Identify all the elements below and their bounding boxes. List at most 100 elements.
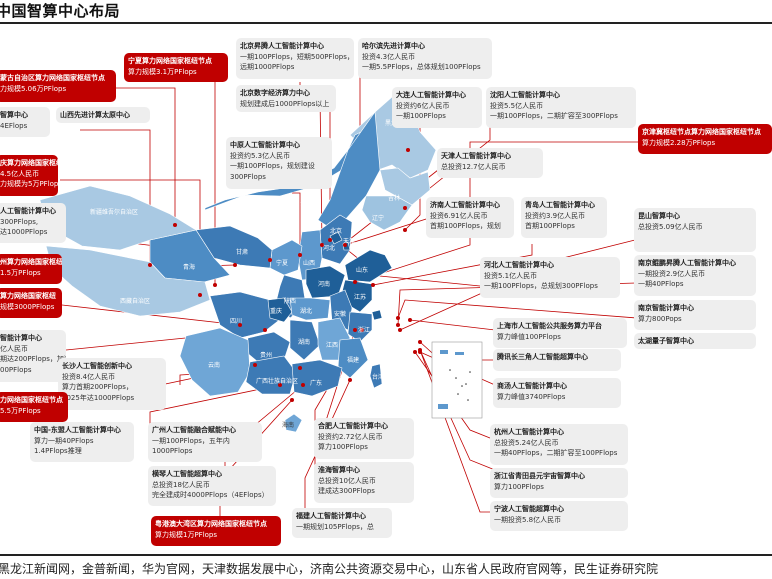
page-title: 中国智算中心布局 [0, 2, 121, 20]
callout-title: 昆山智算中心 [638, 212, 680, 220]
callout-line: 算力100PFlops [318, 443, 368, 451]
province-label: 吉林 [388, 195, 401, 202]
callout-line: 投资4.3亿人民币 [362, 52, 416, 61]
province-label: 四川 [230, 318, 243, 325]
callout-title: 合肥人工智能计算中心 [318, 422, 388, 430]
callout-title: 福建人工智能计算中心 [296, 512, 366, 520]
callout-box: 中国-东盟人工智能计算中心 算力一期40PFlops 1.4PFlops推理 [30, 422, 134, 462]
callout-line: 一期100PFlops，规划建设 [230, 162, 315, 170]
callout-line: 2025年达1000PFlops [62, 393, 135, 402]
callout-title: 浙江省青田县元宇宙智算中心 [494, 472, 585, 480]
callout-line: 算力首期200PFlops， [62, 383, 133, 391]
province-label: 辽宁 [372, 215, 385, 222]
callout-line: 建成达300PFlops [318, 487, 375, 495]
callout-box: 哈尔滨先进计算中心 投资4.3亿人民币 一期5.5PFlops，总体规划100P… [358, 38, 492, 79]
callout-title: 中原人工智能计算中心 [230, 141, 300, 149]
source-divider [0, 554, 772, 556]
province-label: 山东 [356, 267, 369, 274]
callout-title: 北京昇腾人工智能计算中心 [240, 42, 324, 50]
callout-title: 算力网络国家枢纽 [0, 292, 56, 300]
callout-title: 智能计算中心 [0, 334, 42, 342]
callout-line: 首期100PFlops [525, 222, 575, 230]
callout-title: 宁夏算力网络国家枢纽节点 [128, 57, 212, 65]
callout-box: 长沙人工智能创新中心 投资8.4亿人民币 算力首期200PFlops， 2025… [58, 358, 166, 410]
callout-line: 一期100PFlops，总规划300PFlops [484, 282, 598, 290]
callout-box: 智能计算中心 亿人民币 期达200PFlops，加速 00PFlops [0, 330, 66, 382]
callout-title: 商汤人工智能计算中心 [497, 382, 567, 390]
callout-title: 力网络国家枢纽节点 [0, 396, 63, 404]
callout-title: 宁波人工智能超算中心 [494, 505, 564, 513]
callout-line: 规划建成后1000PFlops以上 [240, 99, 330, 108]
callout-title: 粤港澳大湾区算力网络国家枢纽节点 [155, 520, 267, 528]
callout-title: 智算中心 [0, 111, 28, 119]
province-label: 台湾 [372, 374, 385, 381]
callout-box: 淮海智算中心 总投资10亿人民币 建成达300PFlops [314, 462, 414, 503]
callout-line: 投资5.1亿人民币 [484, 271, 538, 280]
callout-line: 一期100PFlops，短期500PFlops， [240, 52, 354, 61]
province-label: 江西 [326, 342, 339, 349]
callout-line: 300PFlops [230, 172, 266, 181]
callout-line: 1.4PFlops推理 [34, 447, 82, 455]
callout-title: 北京数字经济算力中心 [240, 89, 310, 97]
callout-box: 杭州人工智能计算中心 总投资5.24亿人民币 一期40PFlops，二期扩容至1… [490, 424, 628, 465]
callout-line: 投资6.91亿人民币 [430, 211, 488, 220]
callout-box: 沈阳人工智能计算中心 投资5.5亿人民币 一期100PFlops，二期扩容至30… [486, 87, 636, 128]
callout-line: 一期5.5PFlops，总体规划100PFlops [362, 63, 481, 71]
callout-box: 大连人工智能计算中心 投资约6亿人民币 一期100PFlops [392, 87, 482, 128]
callout-line: 一期40PFlops [638, 280, 684, 288]
province-label: 福建 [347, 357, 360, 364]
province-label: 安徽 [334, 311, 347, 318]
callout-line: 算力峰值3740PFlops [497, 392, 566, 401]
province-label: 浙江 [358, 327, 371, 334]
callout-box: 天津人工智能计算中心 总投资12.7亿人民币 [437, 148, 543, 178]
callout-title: 人工智能计算中心 [0, 207, 56, 215]
callout-title: 南京鲲鹏昇腾人工智能计算中心 [638, 259, 736, 267]
callout-line: 00PFlops [0, 365, 32, 374]
callout-line: 力规模5.06万PFlops [0, 84, 67, 93]
province-label: 内蒙古自治区 [276, 201, 313, 208]
province-label: 河北 [323, 245, 336, 252]
callout-title: 哈尔滨先进计算中心 [362, 42, 425, 50]
province-label: 湖南 [298, 339, 311, 346]
callout-box: 宁夏算力网络国家枢纽节点 算力规模3.1万PFlops [124, 53, 228, 82]
callout-title: 济南人工智能计算中心 [430, 201, 500, 209]
callout-line: 算力峰值100PFlops [497, 332, 561, 341]
callout-line: 1000PFlops [152, 447, 193, 455]
callout-line: 投资约3.9亿人民币 [525, 211, 586, 220]
callout-line: 一期100PFlops [396, 112, 446, 120]
callout-line: 总投资12.7亿人民币 [441, 162, 506, 171]
province-label: 重庆 [270, 308, 283, 315]
province-label: 山西 [303, 260, 316, 267]
callout-box: 青岛人工智能计算中心 投资约3.9亿人民币 首期100PFlops [521, 197, 607, 238]
callout-line: 算力100PFlops [494, 482, 544, 491]
callout-box: 昆山智算中心 总投资5.09亿人民币 [634, 208, 756, 252]
callout-line: 算力规模1万PFlops [155, 530, 218, 539]
callout-line: 力规模为5万PFlops [0, 180, 58, 188]
callout-title: 天津人工智能计算中心 [441, 152, 511, 160]
province-label: 北京 [330, 228, 343, 235]
callout-line: 完全建成时4000PFlops（4EFlops） [152, 491, 269, 499]
callout-title: 庆算力网络国家枢纽节点 [0, 159, 58, 167]
callout-box: 广州人工智能融合赋能中心 一期100PFlops，五年内 1000PFlops [148, 422, 262, 462]
callout-box: 庆算力网络国家枢纽节点 4.5亿人民币 力规模为5万PFlops [0, 155, 58, 196]
province-label: 河南 [318, 281, 331, 288]
callout-box: 粤港澳大湾区算力网络国家枢纽节点 算力规模1万PFlops [151, 516, 281, 546]
callout-box: 浙江省青田县元宇宙智算中心 算力100PFlops [490, 468, 628, 498]
province-label: 广东 [310, 380, 323, 387]
callout-box: 福建人工智能计算中心 一期规划105PFlops，总 [292, 508, 392, 538]
callout-line: 1.5万PFlops [0, 268, 41, 277]
province-label: 陕西 [284, 298, 297, 305]
callout-title: 州算力网络国家枢纽节点 [0, 258, 62, 266]
callout-line: 总投资18亿人民币 [152, 480, 210, 489]
callout-line: 投资8.4亿人民币 [62, 372, 116, 381]
callout-line: 算力800Pops [638, 314, 682, 323]
province-label: 宁夏 [276, 260, 289, 267]
callout-box: 腾讯长三角人工智能超算中心 [493, 349, 621, 371]
callout-title: 蒙古自治区算力网络国家枢纽节点 [0, 74, 105, 82]
china-map [39, 64, 640, 540]
callout-line: 总投资5.09亿人民币 [638, 222, 703, 231]
province-label: 青海 [183, 264, 196, 271]
callout-line: 一期100PFlops，二期扩容至300PFlops [490, 112, 618, 120]
province-label: 云南 [208, 362, 221, 369]
callout-box: 宁波人工智能超算中心 一期投资5.8亿人民币 [490, 501, 628, 531]
